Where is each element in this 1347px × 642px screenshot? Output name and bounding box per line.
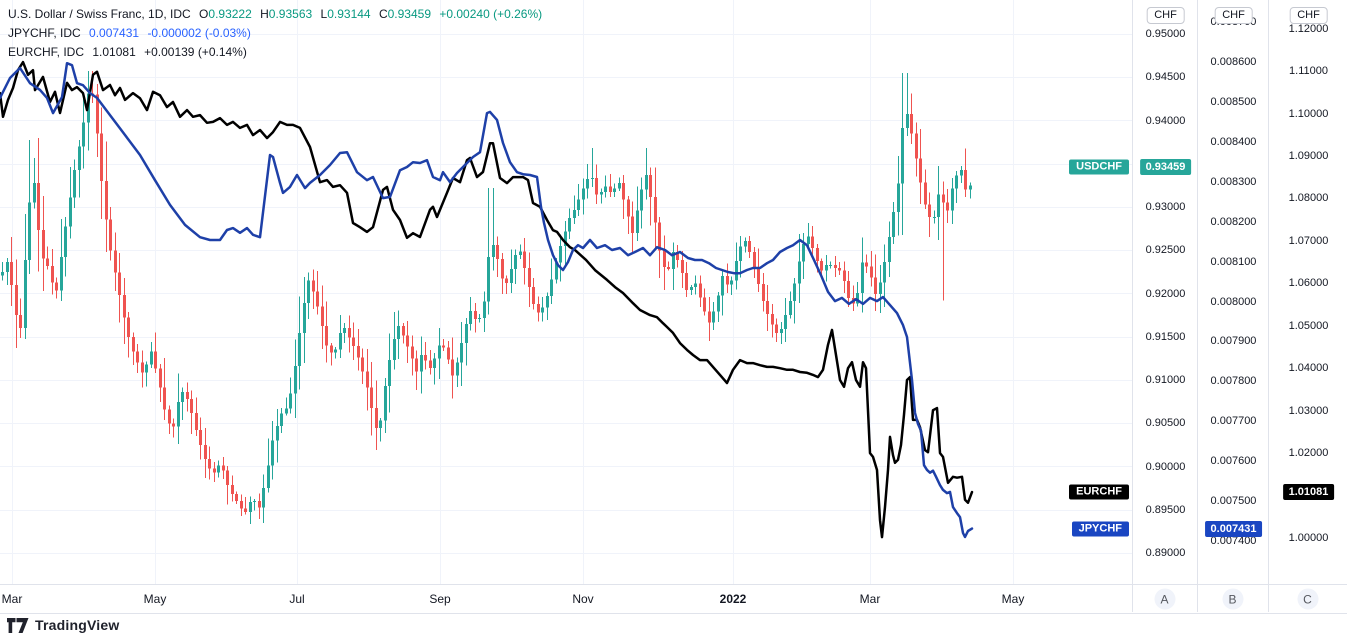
time-tick-label: May [143,592,167,606]
usdchf-last-price-badge: 0.93459 [1139,159,1192,176]
price-axis-scale-3[interactable]: 1.12000 1.11000 1.10000 1.09000 1.08000 1.070… [1268,0,1347,612]
scale-toggle-b[interactable]: B [1222,588,1243,610]
price-tick: 1.04000 [1288,362,1329,375]
price-tick: 0.92000 [1145,287,1186,300]
price-tick: 0.95000 [1145,28,1186,40]
usdchf-candles-series [1,71,972,525]
scale-toggle-c[interactable]: C [1297,588,1318,610]
ohlc-high-value: 0.93563 [268,7,313,21]
tradingview-brand[interactable]: TradingView [7,617,119,633]
ohlc-open-key: O [199,7,209,21]
ohlc-close-key: C [378,7,388,21]
price-tick: 0.007700 [1210,415,1257,428]
price-tick: 1.05000 [1288,319,1329,332]
price-tick: 0.90500 [1145,417,1186,430]
time-tick-label: 2022 [719,592,747,606]
symbol-title-usdchf[interactable]: U.S. Dollar / Swiss Franc, 1D, IDC [8,7,191,21]
price-chart-canvas[interactable] [0,0,1132,584]
symbol-title-eurchf[interactable]: EURCHF, IDC [8,45,85,59]
price-tick: 0.007400 [1210,535,1257,547]
ohlc-close-value: 0.93459 [387,7,432,21]
price-tick: 0.007800 [1210,375,1257,388]
tradingview-logo-icon [7,617,29,633]
price-tick: 0.92500 [1145,244,1186,257]
price-tick: 1.12000 [1288,22,1329,35]
price-tick: 1.07000 [1288,234,1329,247]
jpychf-change: -0.000002 (-0.03%) [147,26,251,40]
currency-badge-chf: CHF [1289,7,1328,24]
price-tick: 0.93000 [1145,201,1186,213]
price-tick: 0.008400 [1210,135,1257,148]
price-tick: 1.06000 [1288,277,1329,290]
price-tick: 0.89000 [1145,547,1186,559]
jpychf-value: 0.007431 [89,26,140,40]
price-tick: 0.91500 [1145,330,1186,343]
jpychf-last-price-badge: 0.007431 [1204,520,1263,537]
price-tick: 0.008100 [1210,255,1257,268]
eurchf-last-price-badge: 1.01081 [1282,484,1335,501]
time-tick-label: Nov [572,592,594,606]
price-tick: 1.02000 [1288,447,1329,460]
time-tick-label: May [1001,592,1025,606]
price-tick: 1.11000 [1289,65,1328,77]
ohlc-high-key: H [260,7,269,21]
eurchf-value: 1.01081 [92,45,136,59]
time-tick-label: Jul [289,592,305,606]
price-axis-scale-2[interactable]: 0.0087000.0086000.0085000.0084000.008300… [1197,0,1269,612]
price-tick: 1.03000 [1288,404,1329,417]
time-tick-label: Mar [859,592,881,606]
scale-toggle-a[interactable]: A [1154,588,1175,610]
currency-badge-chf: CHF [1146,7,1185,24]
legend-row-eurchf[interactable]: EURCHF, IDC 1.01081 +0.00139 (+0.14%) [8,43,542,62]
time-tick-label: Mar [1,592,23,606]
price-tick: 1.08000 [1288,192,1329,205]
ohlc-low-key: L [320,7,328,21]
price-tick: 0.008200 [1210,215,1257,228]
price-tick: 0.94500 [1145,71,1186,84]
price-tick: 0.008000 [1210,295,1257,308]
price-tick: 0.007500 [1210,495,1257,508]
price-tick: 0.007600 [1210,455,1257,468]
price-tick: 0.94000 [1145,114,1186,127]
price-tick: 0.008300 [1210,175,1257,188]
price-tick: 1.00000 [1288,532,1329,544]
currency-badge-chf: CHF [1214,7,1253,24]
ohlc-low-value: 0.93144 [327,7,371,21]
gridlines [0,0,1132,584]
chart-plot-area[interactable]: USDCHF JPYCHF EURCHF [0,0,1132,584]
eurchf-series-name-label: EURCHF [1069,484,1129,500]
usdchf-series-name-label: USDCHF [1069,159,1129,175]
legend-row-usdchf[interactable]: U.S. Dollar / Swiss Franc, 1D, IDC O0.93… [8,5,542,24]
symbol-title-jpychf[interactable]: JPYCHF, IDC [8,26,81,40]
eurchf-change: +0.00139 (+0.14%) [144,45,247,59]
price-tick: 0.91000 [1145,374,1186,386]
time-tick-label: Sep [429,592,451,606]
jpychf-series-name-label: JPYCHF [1071,521,1129,537]
price-tick: 0.007900 [1210,335,1257,348]
price-tick: 1.09000 [1288,149,1329,162]
legend-row-jpychf[interactable]: JPYCHF, IDC 0.007431 -0.000002 (-0.03%) [8,24,542,43]
price-tick: 1.10000 [1288,107,1329,120]
usdchf-change: +0.00240 (+0.26%) [439,7,543,21]
tradingview-brand-text: TradingView [35,617,120,633]
eurchf-line-series [0,60,974,539]
time-axis[interactable]: A B C Mar May Jul Sep Nov 2022 Mar May [0,584,1347,614]
price-tick: 0.008600 [1210,56,1257,68]
price-tick: 0.90000 [1145,460,1186,473]
price-axis-scale-1[interactable]: 0.95000 0.94500 0.94000 0.93000 0.92500 0.920… [1132,0,1198,612]
jpychf-line-series [0,61,974,539]
legend: U.S. Dollar / Swiss Franc, 1D, IDC O0.93… [8,5,542,62]
price-tick: 0.89500 [1145,503,1186,516]
price-tick: 0.008500 [1210,95,1257,108]
ohlc-open-value: 0.93222 [208,7,252,21]
